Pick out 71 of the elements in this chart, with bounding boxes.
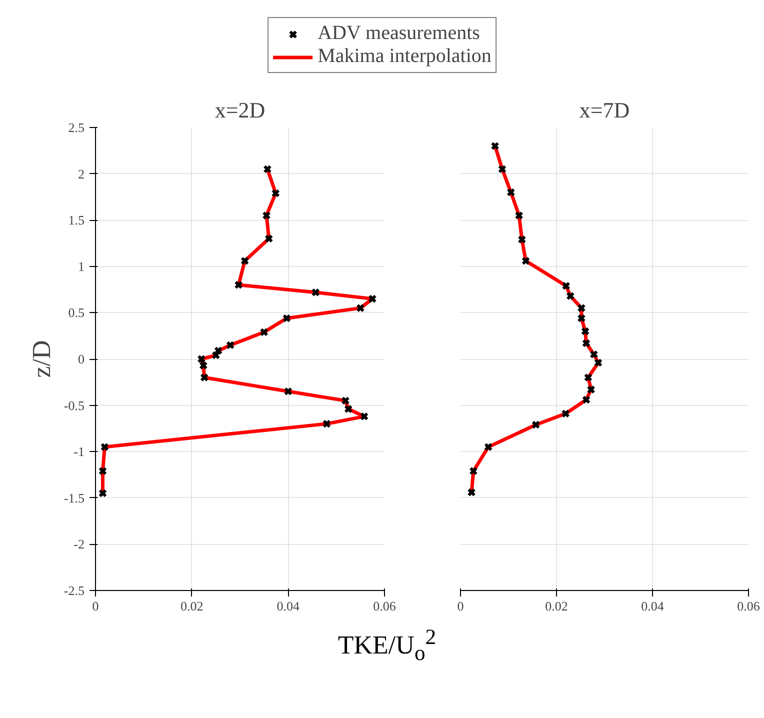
point bbox=[467, 488, 476, 497]
point bbox=[98, 466, 108, 476]
point bbox=[562, 282, 570, 290]
chart-title: x=2D bbox=[214, 98, 266, 122]
point bbox=[490, 142, 500, 150]
point bbox=[561, 409, 570, 418]
x-tick-label: 0.06 bbox=[373, 598, 396, 614]
point bbox=[260, 328, 268, 336]
point bbox=[197, 354, 206, 364]
point bbox=[263, 164, 272, 174]
x-tick-label: 0.04 bbox=[641, 598, 664, 614]
point bbox=[514, 211, 524, 220]
point bbox=[322, 419, 332, 428]
x-tick-label: 0.02 bbox=[545, 598, 568, 614]
point bbox=[214, 346, 223, 355]
y-tick-label: -0.5 bbox=[64, 398, 85, 413]
point bbox=[226, 340, 235, 350]
point bbox=[200, 373, 209, 382]
chart-title: x=7D bbox=[579, 98, 630, 122]
point bbox=[368, 294, 377, 304]
point bbox=[566, 292, 575, 300]
x-tick-label: 0.06 bbox=[737, 598, 760, 614]
y-tick-label: 1 bbox=[78, 258, 84, 274]
y-tick-label: 0.5 bbox=[68, 305, 84, 320]
y-tick-label: 2.5 bbox=[68, 120, 84, 135]
point bbox=[264, 234, 274, 243]
y-tick-label: -1 bbox=[74, 444, 85, 460]
point bbox=[586, 385, 596, 394]
legend-label: Makima interpolation bbox=[318, 45, 492, 68]
y-tick-label: -2.5 bbox=[64, 583, 85, 598]
point bbox=[580, 326, 590, 336]
y-tick-label: 0 bbox=[78, 352, 84, 366]
point bbox=[341, 396, 350, 405]
x-tick-label: 0.02 bbox=[180, 598, 204, 614]
point bbox=[498, 164, 507, 174]
point bbox=[271, 188, 280, 198]
legend-label: ADV measurements bbox=[318, 22, 480, 45]
point bbox=[582, 395, 591, 404]
point bbox=[240, 256, 250, 266]
point bbox=[584, 373, 593, 382]
point bbox=[311, 288, 320, 297]
point bbox=[98, 488, 108, 498]
y-tick-label: 2 bbox=[78, 166, 84, 182]
y-tick-label: 1.5 bbox=[68, 212, 84, 228]
x-tick-label: 0 bbox=[457, 598, 464, 614]
point bbox=[360, 412, 369, 421]
point bbox=[212, 350, 220, 360]
point bbox=[577, 314, 586, 323]
point bbox=[282, 314, 292, 323]
x-tick-label: 0.04 bbox=[276, 598, 300, 614]
point bbox=[577, 304, 586, 312]
point bbox=[284, 387, 292, 396]
point bbox=[356, 304, 365, 312]
point bbox=[594, 358, 603, 368]
point bbox=[484, 442, 493, 452]
point bbox=[469, 466, 478, 476]
y-tick-label: -2 bbox=[74, 536, 85, 552]
point bbox=[100, 442, 109, 452]
point bbox=[344, 404, 353, 414]
point bbox=[262, 211, 271, 220]
point bbox=[590, 350, 598, 359]
y-axis-title: z/D bbox=[26, 340, 56, 378]
point bbox=[521, 256, 530, 266]
point bbox=[582, 338, 591, 348]
point bbox=[532, 420, 540, 430]
x-tick-label: 0 bbox=[92, 598, 99, 614]
y-tick-label: -1.5 bbox=[64, 490, 85, 506]
point bbox=[518, 235, 526, 244]
point bbox=[234, 280, 243, 290]
point bbox=[506, 188, 516, 197]
point bbox=[199, 361, 208, 370]
